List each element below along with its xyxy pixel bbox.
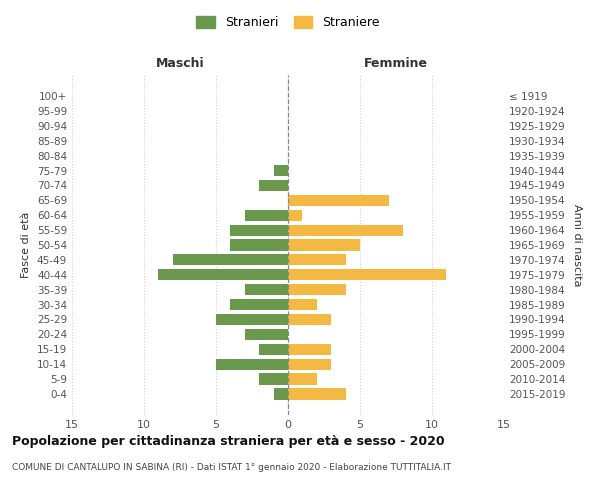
Bar [288,269,446,280]
Bar [173,254,288,266]
Bar [288,388,346,400]
Bar [288,224,403,235]
Text: Popolazione per cittadinanza straniera per età e sesso - 2020: Popolazione per cittadinanza straniera p… [12,435,445,448]
Legend: Stranieri, Straniere: Stranieri, Straniere [191,11,385,34]
Y-axis label: Anni di nascita: Anni di nascita [572,204,582,286]
Bar [245,329,288,340]
Bar [288,254,346,266]
Bar [288,344,331,355]
Bar [288,358,331,370]
Bar [288,210,302,221]
Bar [230,299,288,310]
Bar [259,374,288,384]
Bar [288,284,346,296]
Bar [274,165,288,176]
Bar [288,194,389,206]
Text: COMUNE DI CANTALUPO IN SABINA (RI) - Dati ISTAT 1° gennaio 2020 - Elaborazione T: COMUNE DI CANTALUPO IN SABINA (RI) - Dat… [12,462,451,471]
Bar [288,374,317,384]
Text: Femmine: Femmine [364,57,428,70]
Bar [216,358,288,370]
Y-axis label: Fasce di età: Fasce di età [22,212,31,278]
Bar [230,240,288,250]
Bar [158,269,288,280]
Bar [288,240,360,250]
Bar [216,314,288,325]
Bar [259,344,288,355]
Bar [230,224,288,235]
Bar [259,180,288,191]
Bar [288,299,317,310]
Bar [288,314,331,325]
Bar [274,388,288,400]
Text: Maschi: Maschi [155,57,205,70]
Bar [245,210,288,221]
Bar [245,284,288,296]
